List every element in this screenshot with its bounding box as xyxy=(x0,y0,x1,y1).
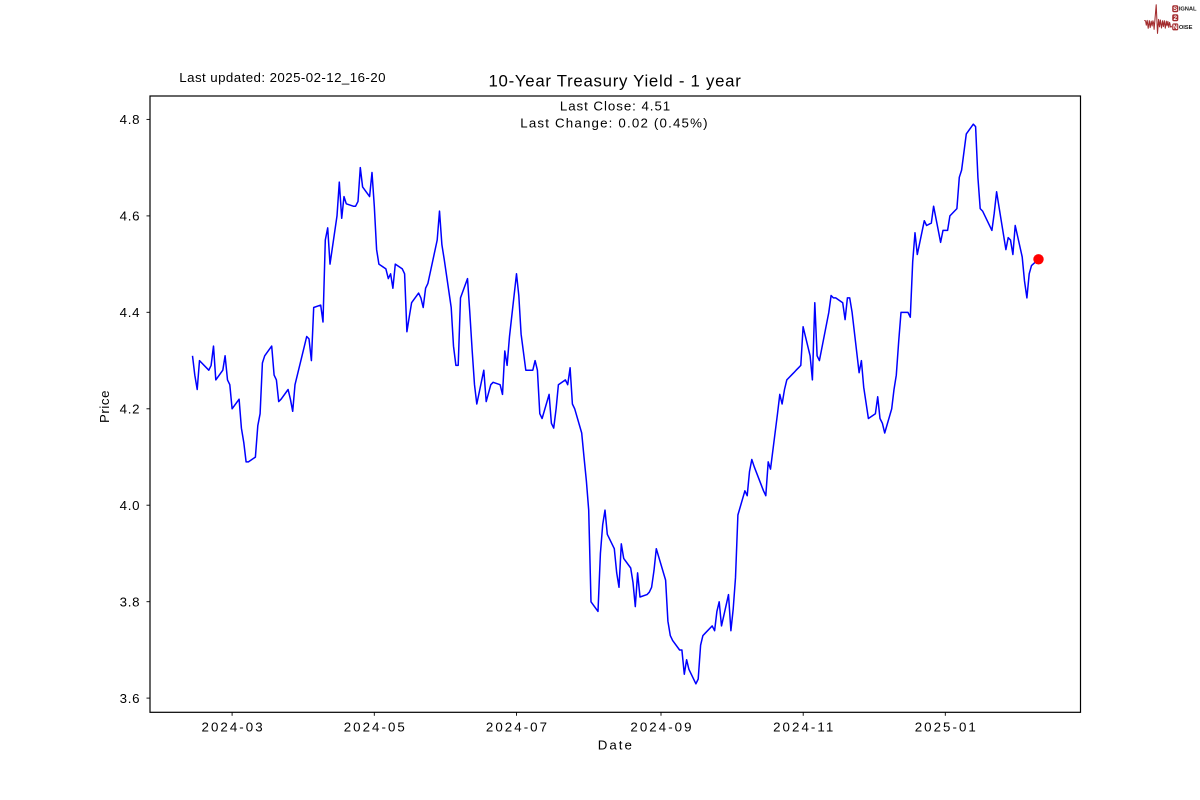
svg-text:IGNAL: IGNAL xyxy=(1179,7,1197,13)
svg-text:4.6: 4.6 xyxy=(120,209,141,224)
svg-text:2024-07: 2024-07 xyxy=(486,720,549,735)
svg-text:Last Close: 4.51: Last Close: 4.51 xyxy=(560,98,671,113)
svg-text:3.6: 3.6 xyxy=(120,691,141,706)
svg-text:10-Year Treasury Yield - 1 yea: 10-Year Treasury Yield - 1 year xyxy=(488,72,741,91)
svg-text:N: N xyxy=(1173,24,1178,31)
svg-text:4.8: 4.8 xyxy=(120,112,141,127)
svg-text:Price: Price xyxy=(97,390,112,423)
svg-text:2024-03: 2024-03 xyxy=(202,720,265,735)
svg-text:OISE: OISE xyxy=(1179,25,1193,31)
svg-text:Last Change: 0.02 (0.45%): Last Change: 0.02 (0.45%) xyxy=(520,115,708,130)
svg-text:2025-01: 2025-01 xyxy=(915,720,978,735)
svg-text:S: S xyxy=(1173,6,1178,13)
svg-text:2024-11: 2024-11 xyxy=(773,720,835,735)
svg-text:Date: Date xyxy=(598,737,634,752)
svg-text:4.0: 4.0 xyxy=(120,498,141,513)
svg-text:4.4: 4.4 xyxy=(120,305,141,320)
svg-text:3.8: 3.8 xyxy=(120,595,141,610)
svg-text:2024-05: 2024-05 xyxy=(344,720,407,735)
svg-text:2024-09: 2024-09 xyxy=(630,720,693,735)
svg-text:Last updated: 2025-02-12_16-20: Last updated: 2025-02-12_16-20 xyxy=(179,70,386,85)
svg-text:2: 2 xyxy=(1173,15,1177,22)
svg-text:4.2: 4.2 xyxy=(120,402,141,417)
